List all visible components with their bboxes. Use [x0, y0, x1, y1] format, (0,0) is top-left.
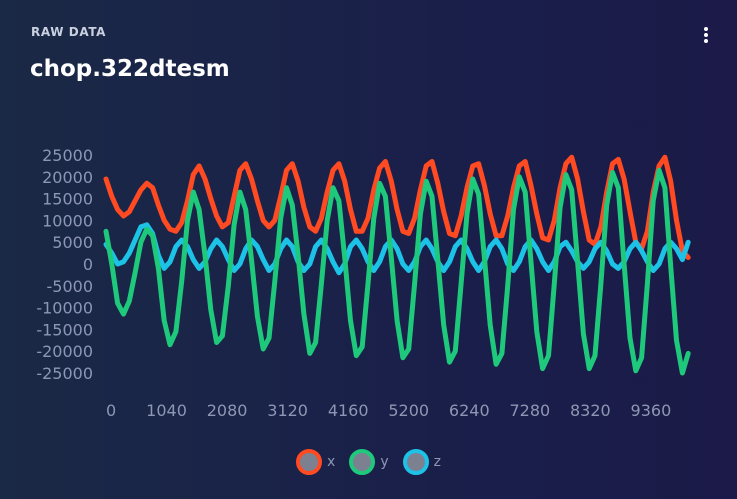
menu-dot [704, 33, 708, 37]
x-tick-label: 2080 [207, 401, 248, 420]
legend-swatch-y [349, 449, 376, 475]
y-tick-label: -10000 [36, 299, 93, 318]
line-chart: 25000 20000 15000 10000 5000 0 -5000 -10000 -150… [36, 146, 691, 420]
x-tick-label: 0 [106, 401, 116, 420]
series-line-x [103, 154, 691, 260]
y-tick-label: -25000 [36, 364, 93, 383]
x-tick-label: 3120 [267, 401, 308, 420]
legend-label-z: z [433, 454, 441, 470]
x-tick-label: 7280 [509, 401, 550, 420]
x-tick-label: 4160 [328, 401, 369, 420]
x-tick-label: 5200 [388, 401, 429, 420]
legend-item-y[interactable]: y [349, 449, 389, 475]
more-vertical-icon[interactable] [698, 24, 714, 46]
page-title: chop.322dtesm [30, 56, 230, 82]
y-tick-label: 20000 [42, 168, 93, 187]
y-tick-label: -15000 [36, 320, 93, 339]
y-tick-label: 5000 [52, 233, 93, 252]
y-axis: 25000 20000 15000 10000 5000 0 -5000 -10000 -150… [36, 146, 93, 383]
section-label: RAW DATA [31, 25, 107, 39]
series-layer [103, 154, 691, 376]
x-tick-label: 9360 [631, 401, 672, 420]
legend-swatch-x [296, 449, 323, 475]
x-tick-label: 1040 [146, 401, 187, 420]
series-line-y [103, 167, 691, 376]
series-line-z [103, 222, 691, 276]
y-tick-label: 25000 [42, 146, 93, 165]
y-tick-label: 10000 [42, 211, 93, 230]
y-tick-label: -20000 [36, 342, 93, 361]
legend-item-z[interactable]: z [402, 449, 441, 475]
y-tick-label: -5000 [47, 277, 94, 296]
x-axis: 0 1040 2080 3120 4160 5200 6240 7280 8320 9360 [106, 401, 671, 420]
menu-dot [704, 39, 708, 43]
legend-label-y: y [380, 454, 389, 470]
legend-swatch-z [402, 449, 429, 475]
x-tick-label: 8320 [570, 401, 611, 420]
y-tick-label: 15000 [42, 190, 93, 209]
legend-item-x[interactable]: x [296, 449, 335, 475]
menu-dot [704, 27, 708, 31]
x-tick-label: 6240 [449, 401, 490, 420]
legend-label-x: x [327, 454, 336, 470]
chart-legend: x y z [0, 448, 737, 476]
y-tick-label: 0 [83, 255, 93, 274]
